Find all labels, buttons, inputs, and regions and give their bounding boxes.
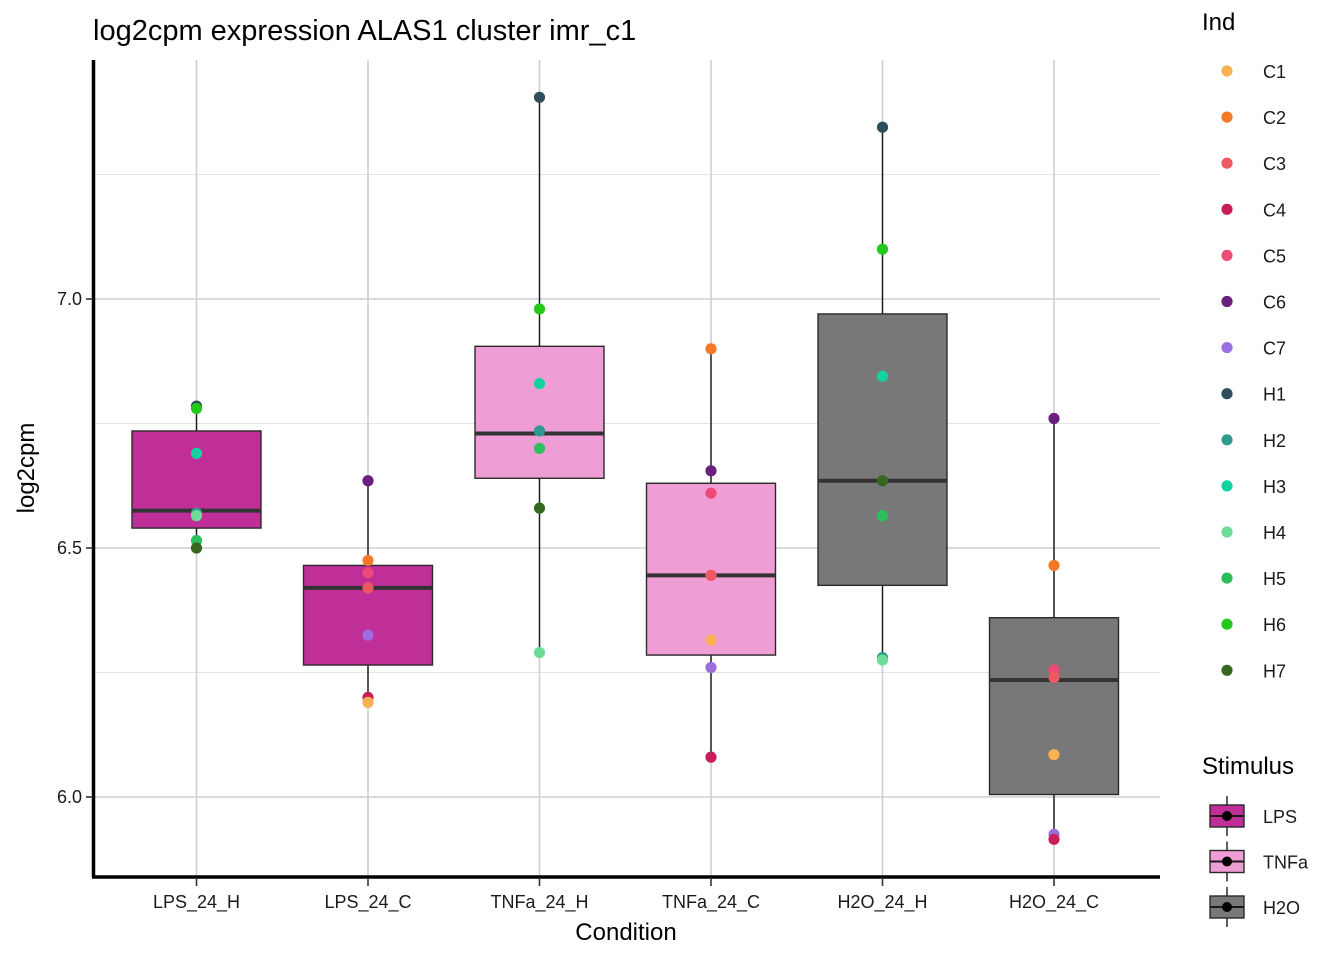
point-C5 [705,487,717,499]
box-H2O_24_H [817,313,948,587]
legend-ind-label: C6 [1263,293,1286,313]
legend-ind-swatch [1221,249,1233,261]
point-C2 [1048,559,1060,572]
box-LPS_24_C [302,564,434,666]
legend-ind-swatch [1221,664,1233,676]
legend-ind-swatch [1221,295,1233,308]
legend-ind-swatch [1221,480,1233,492]
point-H3 [190,447,203,459]
point-C6 [362,475,374,487]
point-H4 [533,646,546,659]
legend-ind-label: H4 [1263,523,1286,543]
y-tick-label: 6.0 [57,787,82,807]
point-H6 [190,402,203,415]
legend-ind-swatch [1221,388,1233,400]
point-C2 [362,554,374,567]
y-axis-ticks: 6.0 6.5 7.0 [57,289,93,807]
legend-ind-swatch [1221,572,1233,584]
box-layer [131,97,1120,840]
legend-stimulus-dot [1222,811,1232,821]
legend-ind-swatch [1221,157,1233,169]
point-H3 [876,370,889,382]
legend-stimulus-title: Stimulus [1202,753,1294,780]
point-C1 [705,634,717,646]
point-H5 [876,510,889,522]
x-tick-label: TNFa_24_H [490,892,588,913]
legend-ind-items: C1 C2 C3 C4 C5 C6 C7 H1 H2 H3 H4 H5 H6 H7 [1221,62,1286,681]
legend-ind-swatch [1221,526,1233,538]
legend-ind-label: C3 [1263,154,1286,174]
point-H7 [533,502,546,514]
point-C4 [1048,833,1060,845]
box-H2O_24_C [988,617,1120,796]
legend-ind-title: Ind [1202,9,1235,36]
legend-ind-label: C5 [1263,246,1286,266]
legend-stimulus-dot [1222,902,1232,912]
point-C1 [362,696,374,708]
point-C3 [705,569,717,581]
legend-ind-swatch [1221,111,1233,123]
point-C7 [705,661,717,674]
legend-ind-label: C7 [1263,339,1286,359]
legend-ind-label: H6 [1263,615,1286,635]
x-tick-label: LPS_24_H [153,892,240,913]
x-axis-label: Condition [575,919,676,946]
legend-ind-label: H2 [1263,431,1286,451]
point-H5 [533,442,546,454]
y-axis-label: log2cpm [13,423,40,514]
point-H3 [533,378,546,390]
legend-stimulus: Stimulus LPS TNFa H2O [1202,753,1309,927]
chart-title: log2cpm expression ALAS1 cluster imr_c1 [93,15,636,47]
legend-ind-swatch [1221,434,1233,446]
point-H4 [190,510,203,522]
legend-ind-swatch [1221,342,1233,354]
point-H4 [876,654,889,666]
legend-ind-label: C1 [1263,62,1286,82]
legend-stimulus-label: TNFa [1263,853,1309,873]
point-C7 [362,629,374,641]
x-tick-label: H2O_24_C [1009,892,1099,913]
point-H6 [533,303,546,315]
legend-ind-label: C4 [1263,200,1286,220]
legend-stimulus-dot [1222,856,1232,867]
x-tick-label: H2O_24_H [837,892,927,913]
y-tick-label: 7.0 [57,289,82,309]
point-C6 [1048,412,1060,425]
legend-ind-label: H3 [1263,477,1286,497]
point-C3 [362,582,374,594]
legend-ind-swatch [1221,65,1233,77]
legend-ind-swatch [1221,203,1233,215]
data-points [190,91,1060,845]
point-H6 [876,243,889,255]
legend-stimulus-label: H2O [1263,898,1300,918]
x-tick-label: LPS_24_C [324,892,411,913]
point-H7 [190,542,203,554]
point-C1 [1048,749,1060,761]
point-C4 [705,751,717,763]
point-H1 [533,91,546,103]
legend-ind-swatch [1221,618,1233,630]
point-H7 [876,475,889,487]
point-H2 [533,425,546,437]
legend-ind-label: C2 [1263,108,1286,128]
legend-ind-label: H7 [1263,661,1286,681]
point-C2 [705,343,717,355]
x-tick-label: TNFa_24_C [662,892,760,913]
point-C3 [1048,671,1060,684]
box-TNFa_24_H [474,345,605,479]
box-TNFa_24_C [645,482,777,656]
legend-ind-label: H1 [1263,385,1286,405]
legend-stimulus-label: LPS [1263,807,1297,827]
x-axis-ticks: LPS_24_H LPS_24_C TNFa_24_H TNFa_24_C H2O_24… [153,879,1099,913]
point-C6 [705,465,717,477]
point-H1 [876,121,889,133]
legend-ind: Ind C1 C2 C3 C4 C5 C6 C7 H1 H2 H3 H4 H5 H6 H7 [1202,9,1286,681]
legend-stimulus-items: LPS TNFa H2O [1209,796,1309,927]
point-C5 [362,567,374,579]
legend-ind-label: H5 [1263,569,1286,589]
y-tick-label: 6.5 [57,538,82,558]
